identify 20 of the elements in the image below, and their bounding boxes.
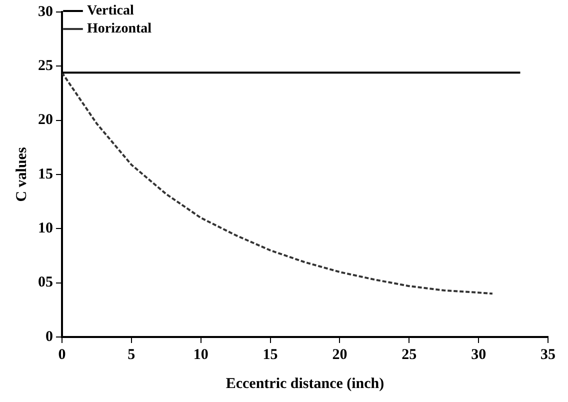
y-tick-label: 15 bbox=[38, 166, 53, 182]
line-series bbox=[62, 72, 494, 295]
y-tick-label: 30 bbox=[38, 4, 53, 20]
x-tick-label: 25 bbox=[402, 346, 417, 363]
x-tick-label: 20 bbox=[332, 346, 348, 363]
x-tick-label: 5 bbox=[128, 346, 136, 363]
x-tick-label: 30 bbox=[471, 346, 486, 363]
y-tick-label: 20 bbox=[38, 112, 53, 128]
x-axis-title: Eccentric distance (inch) bbox=[226, 376, 384, 392]
legend-label: Vertical bbox=[87, 4, 134, 19]
y-tick-label: 05 bbox=[38, 274, 53, 291]
y-tick-label: 25 bbox=[38, 58, 53, 74]
y-axis-title: C values bbox=[14, 147, 30, 202]
x-tick-label: 35 bbox=[540, 346, 556, 363]
y-tick-label: 10 bbox=[38, 220, 53, 237]
x-tick-label: 0 bbox=[58, 346, 66, 363]
x-tick-label: 10 bbox=[193, 346, 208, 363]
legend-label: Horizontal bbox=[87, 22, 152, 37]
x-tick-label: 15 bbox=[262, 346, 278, 363]
y-tick-label: 0 bbox=[46, 328, 53, 345]
